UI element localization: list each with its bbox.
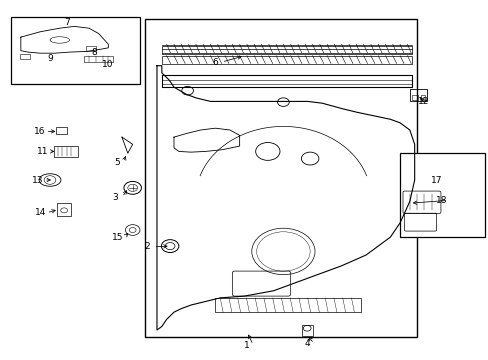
Bar (215, 298, 361, 312)
Text: 6: 6 (212, 58, 218, 67)
Text: 17: 17 (430, 176, 442, 185)
Bar (84, 56, 113, 62)
Text: 13: 13 (32, 176, 43, 185)
Bar (162, 46, 411, 54)
Bar (399, 153, 484, 237)
Bar (409, 89, 426, 102)
Bar (86, 46, 96, 51)
Bar (301, 325, 312, 337)
Bar (54, 146, 78, 157)
Bar (57, 203, 71, 216)
Text: 5: 5 (114, 158, 120, 167)
Text: 10: 10 (102, 60, 113, 69)
Text: 2: 2 (144, 242, 150, 251)
Bar (56, 127, 66, 134)
Bar (162, 56, 411, 64)
Bar (20, 54, 30, 59)
Text: 3: 3 (113, 193, 118, 202)
Text: 12: 12 (417, 97, 428, 106)
Text: 16: 16 (34, 127, 45, 136)
Text: 15: 15 (112, 233, 123, 242)
Bar (11, 18, 140, 84)
Bar (144, 19, 416, 337)
Text: 18: 18 (435, 196, 446, 205)
Text: 4: 4 (305, 339, 310, 348)
Polygon shape (122, 137, 132, 153)
Bar (411, 95, 417, 100)
Text: 9: 9 (47, 54, 53, 63)
Text: 7: 7 (64, 18, 70, 27)
Text: 8: 8 (91, 48, 97, 57)
Text: 11: 11 (37, 147, 48, 156)
Text: 14: 14 (35, 208, 46, 217)
Text: 1: 1 (244, 341, 249, 350)
Bar (420, 95, 425, 100)
